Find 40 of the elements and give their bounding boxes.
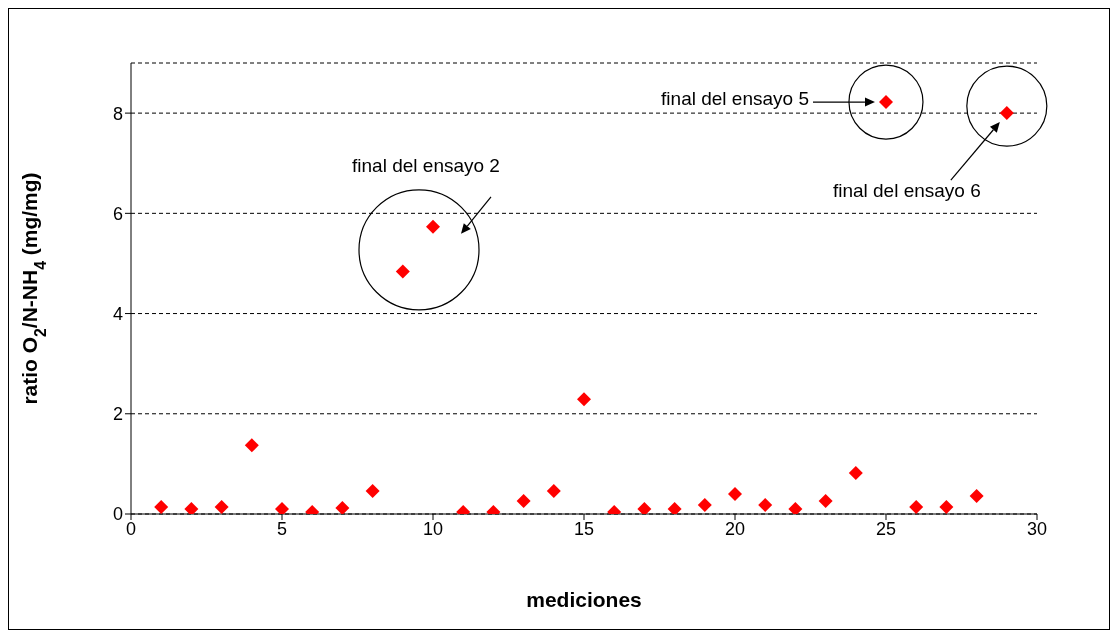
y-tick-label: 0 (112, 504, 123, 525)
annotation: final del ensayo 5 (661, 88, 809, 110)
x-tick-label: 15 (573, 518, 595, 539)
point (848, 465, 863, 480)
point (244, 438, 259, 453)
point (154, 499, 169, 514)
point (758, 497, 773, 512)
point (577, 392, 591, 407)
point (909, 499, 924, 514)
point (184, 501, 199, 514)
point (335, 500, 350, 514)
point (818, 493, 833, 508)
point (214, 499, 229, 514)
annotation: final del ensayo 2 (352, 154, 500, 176)
point (788, 501, 803, 514)
point (365, 483, 380, 498)
point (516, 493, 531, 508)
x-tick-label: 0 (125, 518, 137, 539)
x-tick-label: 5 (276, 518, 288, 539)
y-tick-label: 4 (112, 303, 123, 324)
point (969, 488, 984, 503)
y-tick-label: 8 (112, 103, 123, 124)
point (546, 483, 561, 498)
point (637, 501, 652, 514)
x-tick-label: 10 (422, 518, 444, 539)
annotation: final del ensayo 6 (832, 180, 981, 202)
point (667, 501, 682, 514)
point (999, 106, 1014, 121)
y-tick-label: 6 (112, 203, 123, 224)
x-axis-title: mediciones (526, 588, 642, 611)
point (426, 219, 440, 234)
x-tick-label: 25 (875, 518, 897, 539)
point (728, 486, 742, 501)
point (275, 501, 289, 514)
y-tick-label: 2 (112, 404, 123, 425)
x-tick-label: 30 (1026, 518, 1048, 539)
point (939, 499, 954, 514)
point (697, 497, 712, 512)
point (395, 264, 410, 279)
x-tick-label: 20 (724, 518, 746, 539)
